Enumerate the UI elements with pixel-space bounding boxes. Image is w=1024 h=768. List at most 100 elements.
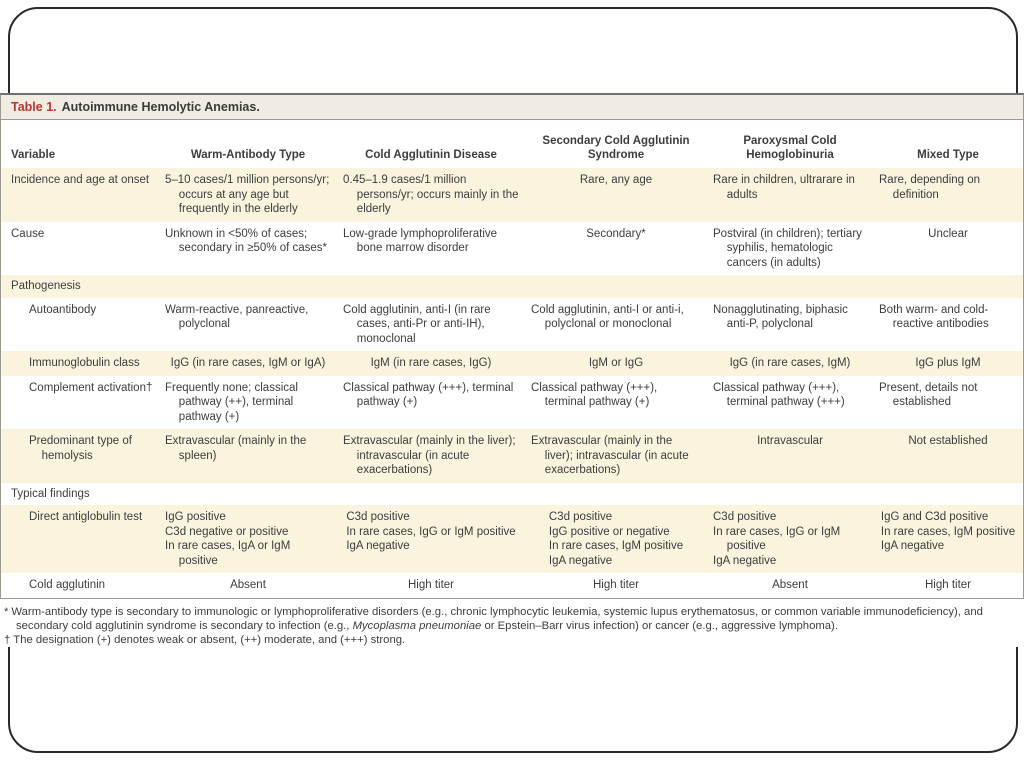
section-row: Typical findings [1, 482, 1023, 505]
section-row: Pathogenesis [1, 275, 1023, 298]
cell-line: C3d positive [346, 511, 410, 523]
table-cell: C3d positive In rare cases, IgG or IgM po… [707, 510, 873, 568]
table-cell: IgG positive C3d negative or positive In r… [159, 510, 337, 568]
cell-text-block: Nonagglutinating, biphasic anti-P, polyc… [713, 303, 867, 332]
cell-text-block: 0.45–1.9 cases/1 million persons/yr; occ… [343, 173, 519, 217]
cell-text-block: Postviral (in children); tertiary syphil… [713, 227, 867, 271]
cell-line: Frequently none; classical pathway (++),… [165, 381, 298, 423]
table-cell: IgG and C3d positive In rare cases, IgM p… [873, 510, 1023, 568]
cell-line: In rare cases, IgM positive [880, 525, 1016, 538]
cell-line: High titer [924, 579, 972, 591]
cell-text-block: Cold agglutinin, anti-I (in rare cases, … [343, 303, 519, 347]
cell-text-block: Absent [772, 578, 808, 593]
table-title-bar: Table 1. Autoimmune Hemolytic Anemias. [1, 95, 1023, 120]
row-label: Autoantibody [29, 303, 97, 316]
table-cell: Both warm- and cold-reactive antibodies [873, 303, 1023, 347]
table-cell: Postviral (in children); tertiary syphil… [707, 227, 873, 271]
cell-line: Warm-reactive, panreactive, polyclonal [165, 303, 309, 331]
cell-text-block: Extravascular (mainly in the liver); int… [531, 434, 701, 478]
table-cell: Extravascular (mainly in the liver); int… [525, 434, 707, 478]
table-cell: Rare, depending on definition [873, 173, 1023, 217]
table-row: Immunoglobulin class IgG (in rare cases, … [1, 351, 1023, 376]
cell-text-block: Secondary* [586, 227, 645, 242]
table-cell: Frequently none; classical pathway (++),… [159, 381, 337, 425]
cell-text-block: High titer [408, 578, 454, 593]
cell-text-block: Present, details not established [879, 381, 1017, 410]
cell-text-block: C3d positive In rare cases, IgG or IgM po… [713, 510, 867, 568]
row-label: Cause [11, 227, 45, 240]
table-cell: IgG (in rare cases, IgM or IgA) [159, 356, 337, 371]
table-cell: Warm-reactive, panreactive, polyclonal [159, 303, 337, 347]
cell-text-block: Rare in children, ultrarare in adults [713, 173, 867, 202]
table-cell: High titer [525, 578, 707, 593]
cell-line: High titer [407, 579, 455, 591]
cell-line: High titer [592, 579, 640, 591]
table-cell: Extravascular (mainly in the liver); int… [337, 434, 525, 478]
cell-line: Secondary* [586, 227, 646, 240]
cell-line: In rare cases, IgG or IgM positive [713, 525, 841, 553]
table-cell: Extravascular (mainly in the spleen) [159, 434, 337, 478]
cell-line: Classical pathway (+++), terminal pathwa… [531, 381, 658, 409]
footnote-text: The designation (+) denotes weak or abse… [13, 633, 406, 646]
cell-text-block: High titer [593, 578, 639, 593]
cell-line: Low-grade lymphoproliferative bone marro… [343, 227, 498, 255]
column-header: Cold Agglutinin Disease [365, 149, 497, 161]
cell-text-block: C3d positive In rare cases, IgG or IgM po… [346, 510, 515, 554]
table-row: Direct antiglobulin test IgG positive C3d … [1, 505, 1023, 573]
table-cell: Rare in children, ultrarare in adults [707, 173, 873, 217]
footnote-marker: † [4, 633, 11, 646]
table-cell: Absent [707, 578, 873, 593]
table-cell: High titer [337, 578, 525, 593]
cell-line: Extravascular (mainly in the liver); int… [343, 435, 516, 476]
cell-text-block: Cold agglutinin, anti-I or anti-i, polyc… [531, 303, 701, 332]
section-label: Typical findings [11, 487, 90, 500]
table-row: Cold agglutinin Absent High titer High tite… [1, 573, 1023, 598]
table-cell: IgM or IgG [525, 356, 707, 371]
cell-line: C3d positive [713, 511, 777, 523]
cell-text-block: Intravascular [757, 434, 823, 449]
cell-text-block: 5–10 cases/1 million persons/yr; occurs … [165, 173, 331, 217]
table-cell: IgM (in rare cases, IgG) [337, 356, 525, 371]
cell-text-block: Classical pathway (+++), terminal pathwa… [343, 381, 519, 410]
section-label: Pathogenesis [11, 280, 81, 292]
table-cell: Secondary* [525, 227, 707, 271]
table-row: Complement activation† Frequently none; c… [1, 375, 1023, 429]
cell-line: In rare cases, IgA or IgM positive [165, 540, 291, 567]
footnote-text: or Epstein–Barr virus infection) or canc… [481, 619, 838, 632]
table-row: Autoantibody Warm-reactive, panreactive, … [1, 297, 1023, 351]
cell-line: IgA negative [713, 554, 777, 567]
table-cell: IgG (in rare cases, IgM) [707, 356, 873, 371]
cell-text-block: IgG plus IgM [915, 356, 980, 371]
table-row: Predominant type of hemolysis Extravascul… [1, 429, 1023, 483]
cell-text-block: Rare, any age [580, 173, 652, 188]
cell-line: C3d positive [548, 511, 613, 523]
table-cell: 5–10 cases/1 million persons/yr; occurs … [159, 173, 337, 217]
cell-text-block: Classical pathway (+++), terminal pathwa… [713, 381, 867, 410]
table-row: Cause Unknown in <50% of cases; secondary… [1, 221, 1023, 275]
cell-text-block: IgG positive C3d negative or positive In r… [165, 510, 331, 568]
cell-line: IgA negative [880, 540, 945, 552]
column-header: Paroxysmal Cold Hemoglobinuria [743, 135, 837, 161]
table-title-label: Table 1. [11, 100, 57, 114]
cell-text-block: Low-grade lymphoproliferative bone marro… [343, 227, 519, 256]
column-header: Mixed Type [917, 149, 979, 161]
table-cell: Present, details not established [873, 381, 1023, 425]
cell-text-block: Unclear [928, 227, 968, 242]
cell-line: Extravascular (mainly in the spleen) [165, 435, 307, 462]
row-label: Predominant type of hemolysis [29, 435, 132, 462]
cell-text-block: Rare, depending on definition [879, 173, 1017, 202]
cell-line: Rare, any age [579, 174, 653, 186]
cell-line: Nonagglutinating, biphasic anti-P, polyc… [713, 303, 848, 331]
cell-line: C3d negative or positive [165, 525, 289, 538]
table-cell: Low-grade lymphoproliferative bone marro… [337, 227, 525, 271]
cell-line: IgG positive [165, 511, 226, 523]
table-cell: Nonagglutinating, biphasic anti-P, polyc… [707, 303, 873, 347]
footnote-text: Warm-antibody type is secondary to immun… [11, 605, 983, 632]
column-header: Warm-Antibody Type [190, 149, 306, 161]
table-cell: Intravascular [707, 434, 873, 478]
table: Table 1. Autoimmune Hemolytic Anemias. Va… [0, 93, 1024, 599]
table-cell: Not established [873, 434, 1023, 478]
row-label: Cold agglutinin [29, 579, 106, 591]
cell-line: Classical pathway (+++), terminal pathwa… [343, 381, 514, 409]
